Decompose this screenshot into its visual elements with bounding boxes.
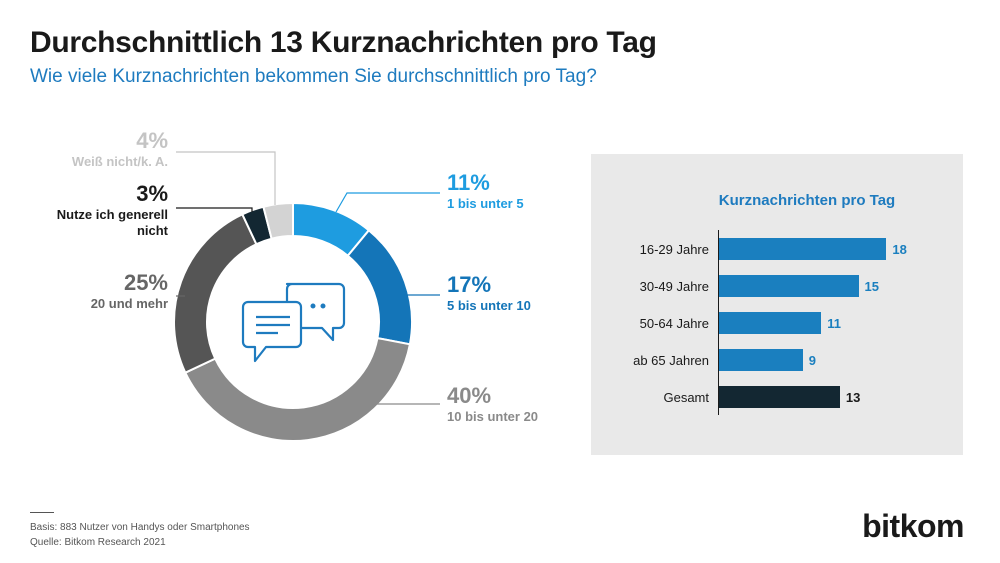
bar-label: Gesamt	[663, 390, 709, 405]
bar-value-label: 13	[845, 390, 861, 405]
donut-cat-none: Nutze ich generell nicht	[56, 207, 168, 238]
donut-pct-5-10: 17%	[447, 272, 492, 297]
bar	[719, 386, 840, 408]
speech-bubbles-icon	[241, 282, 346, 363]
bar-row: 16-29 Jahre 18	[591, 238, 963, 262]
donut-label-5-10: 17% 5 bis unter 10	[447, 272, 531, 314]
donut-cat-20-plus: 20 und mehr	[90, 296, 168, 312]
bar	[719, 238, 887, 260]
bar-value-label: 18	[892, 242, 907, 257]
bar-chart-axis	[718, 230, 719, 415]
page-subtitle: Wie viele Kurznachrichten bekommen Sie d…	[30, 66, 597, 87]
donut-slice-10-20	[183, 336, 412, 442]
footer-notes: Basis: 883 Nutzer von Handys oder Smartp…	[30, 521, 250, 550]
bar-row: 30-49 Jahre 15	[591, 275, 963, 299]
leader-lines	[176, 151, 440, 405]
bar-label: 50-64 Jahre	[639, 316, 709, 331]
footer-source: Quelle: Bitkom Research 2021	[30, 536, 166, 548]
donut-slice-unknown	[262, 201, 294, 240]
footer-basis: Basis: 883 Nutzer von Handys oder Smartp…	[30, 522, 250, 533]
donut-label-10-20: 40% 10 bis unter 20	[447, 383, 538, 425]
bar	[719, 312, 822, 334]
donut-cat-5-10: 5 bis unter 10	[447, 298, 531, 314]
bar-label: ab 65 Jahren	[633, 353, 709, 368]
donut-label-none: 3% Nutze ich generell nicht	[30, 181, 168, 239]
bar-value-label: 15	[864, 279, 879, 294]
donut-pct-none: 3%	[136, 181, 168, 206]
donut-slice-20-plus	[173, 212, 258, 374]
bar-label: 16-29 Jahre	[639, 242, 709, 257]
leader-line-none	[176, 207, 253, 212]
donut-pct-10-20: 40%	[447, 383, 492, 408]
donut-slice-5-10	[346, 228, 413, 346]
bar-row: Gesamt 13	[591, 386, 963, 410]
bar-row: ab 65 Jahren 9	[591, 349, 963, 373]
bitkom-logo: bitkom	[862, 508, 964, 544]
donut-pct-1-5: 11%	[447, 170, 490, 195]
bar-chart-panel: Kurznachrichten pro Tag 16-29 Jahre 18 30-…	[591, 154, 963, 455]
leader-line-unk	[176, 151, 276, 205]
leader-line-1	[335, 192, 440, 213]
donut-cat-1-5: 1 bis unter 5	[447, 196, 524, 212]
donut-label-1-5: 11% 1 bis unter 5	[447, 170, 524, 212]
bar-label: 30-49 Jahre	[639, 279, 709, 294]
bar-row: 50-64 Jahre 11	[591, 312, 963, 336]
bar	[719, 349, 803, 371]
bar-value-label: 11	[827, 316, 842, 331]
donut-pct-unknown: 4%	[136, 128, 168, 153]
donut-segments	[173, 201, 413, 442]
donut-pct-20-plus: 25%	[123, 270, 168, 295]
donut-cat-10-20: 10 bis unter 20	[447, 409, 539, 425]
footer-divider	[30, 512, 54, 513]
donut-label-unknown: 4% Weiß nicht/k. A.	[30, 128, 168, 170]
bar-value-label: 9	[808, 353, 816, 368]
donut-label-20-plus: 25% 20 und mehr	[30, 270, 168, 312]
bar	[719, 275, 859, 297]
page-title: Durchschnittlich 13 Kurznachrichten pro …	[30, 26, 657, 59]
donut-cat-unknown: Weiß nicht/k. A.	[71, 154, 168, 170]
bar-chart-title: Kurznachrichten pro Tag	[718, 192, 896, 209]
